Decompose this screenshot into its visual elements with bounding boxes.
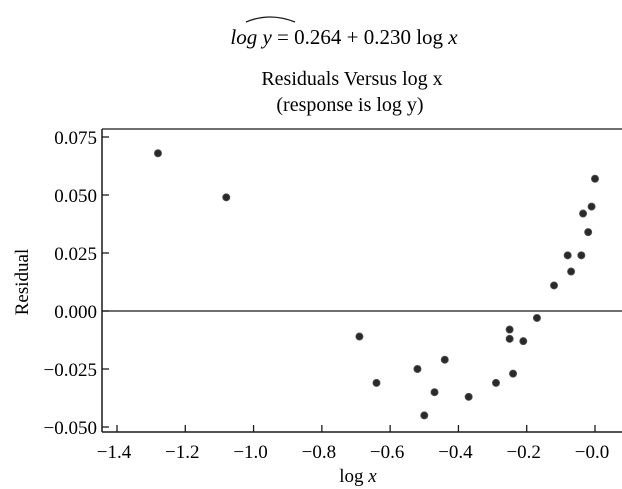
regression-rhs: = 0.264 + 0.230 log (272, 25, 449, 49)
x-axis-label: log x (339, 466, 377, 487)
data-point (223, 194, 230, 201)
regression-variable: x (447, 25, 458, 49)
data-point (414, 365, 421, 372)
data-point (441, 356, 448, 363)
data-point (564, 252, 571, 259)
y-tick-label: 0.025 (54, 244, 97, 265)
x-tick-label: −1.4 (97, 442, 132, 463)
regression-hat (246, 17, 295, 22)
y-tick-label: 0.075 (54, 128, 97, 149)
data-point (431, 389, 438, 396)
regression-lhs: log y (230, 25, 272, 49)
data-point (578, 252, 585, 259)
data-points (154, 150, 598, 419)
x-axis-ticks: −1.4 −1.2 −1.0 −0.8 −0.6 −0.4 −0.2 −0.0 (97, 425, 609, 463)
data-point (550, 282, 557, 289)
chart-title: Residuals Versus log x (261, 68, 442, 90)
x-tick-label: −0.6 (370, 442, 404, 463)
data-point (373, 379, 380, 386)
regression-equation: log y = 0.264 + 0.230 log x (230, 25, 458, 49)
x-tick-label: −0.0 (575, 442, 609, 463)
data-point (579, 210, 586, 217)
data-point (509, 370, 516, 377)
data-point (154, 150, 161, 157)
chart-subtitle: (response is log y) (276, 94, 423, 116)
y-tick-label: −0.050 (44, 418, 97, 439)
data-point (506, 335, 513, 342)
y-axis-label: Residual (12, 249, 33, 316)
data-point (585, 229, 592, 236)
x-tick-label: −1.2 (165, 442, 199, 463)
data-point (568, 268, 575, 275)
x-tick-label: −0.2 (506, 442, 540, 463)
data-point (492, 379, 499, 386)
data-point (520, 338, 527, 345)
data-point (533, 314, 540, 321)
y-axis-ticks: 0.075 0.050 0.025 0.000 −0.025 −0.050 (44, 128, 109, 439)
data-point (356, 333, 363, 340)
x-tick-label: −0.4 (438, 442, 473, 463)
data-point (421, 412, 428, 419)
data-point (588, 203, 595, 210)
x-tick-label: −0.8 (302, 442, 336, 463)
data-point (465, 393, 472, 400)
x-tick-label: −1.0 (233, 442, 267, 463)
y-tick-label: 0.000 (54, 302, 97, 323)
data-point (506, 326, 513, 333)
y-tick-label: −0.025 (44, 360, 97, 381)
data-point (591, 175, 598, 182)
y-tick-label: 0.050 (54, 186, 97, 207)
